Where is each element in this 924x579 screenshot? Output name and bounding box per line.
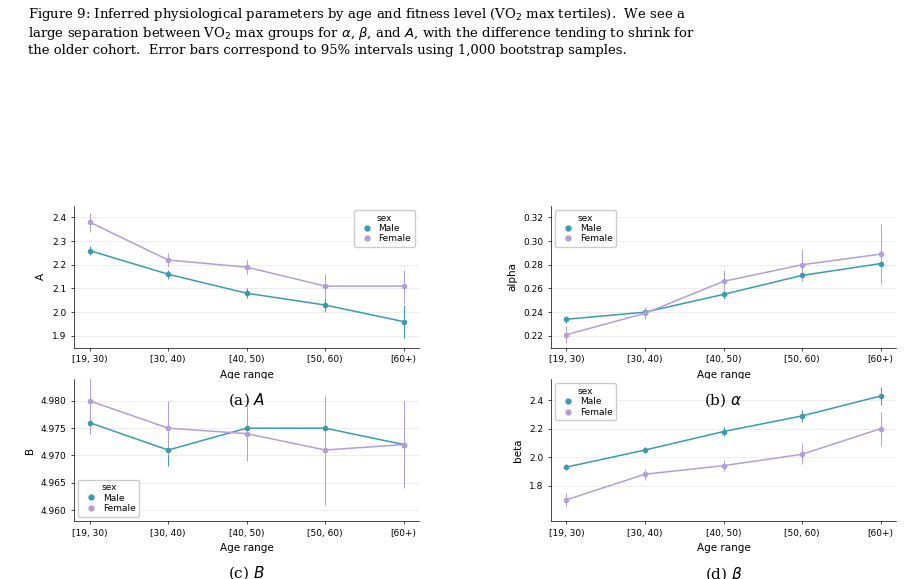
Y-axis label: alpha: alpha	[507, 262, 517, 291]
Legend: Male, Female: Male, Female	[555, 383, 616, 420]
X-axis label: Age range: Age range	[697, 370, 750, 380]
Y-axis label: beta: beta	[513, 438, 523, 462]
Text: (b) $\alpha$: (b) $\alpha$	[704, 391, 743, 409]
Legend: Male, Female: Male, Female	[79, 479, 140, 516]
Y-axis label: B: B	[25, 446, 35, 453]
X-axis label: Age range: Age range	[220, 370, 274, 380]
X-axis label: Age range: Age range	[697, 543, 750, 554]
Text: Figure 9: Inferred physiological parameters by age and fitness level (VO$_2$ max: Figure 9: Inferred physiological paramet…	[28, 6, 695, 57]
Text: (a) $A$: (a) $A$	[228, 391, 265, 409]
X-axis label: Age range: Age range	[220, 543, 274, 554]
Text: (d) $\beta$: (d) $\beta$	[705, 565, 742, 579]
Text: (c) $B$: (c) $B$	[228, 565, 265, 579]
Legend: Male, Female: Male, Female	[354, 210, 415, 247]
Y-axis label: A: A	[36, 273, 46, 280]
Legend: Male, Female: Male, Female	[555, 210, 616, 247]
